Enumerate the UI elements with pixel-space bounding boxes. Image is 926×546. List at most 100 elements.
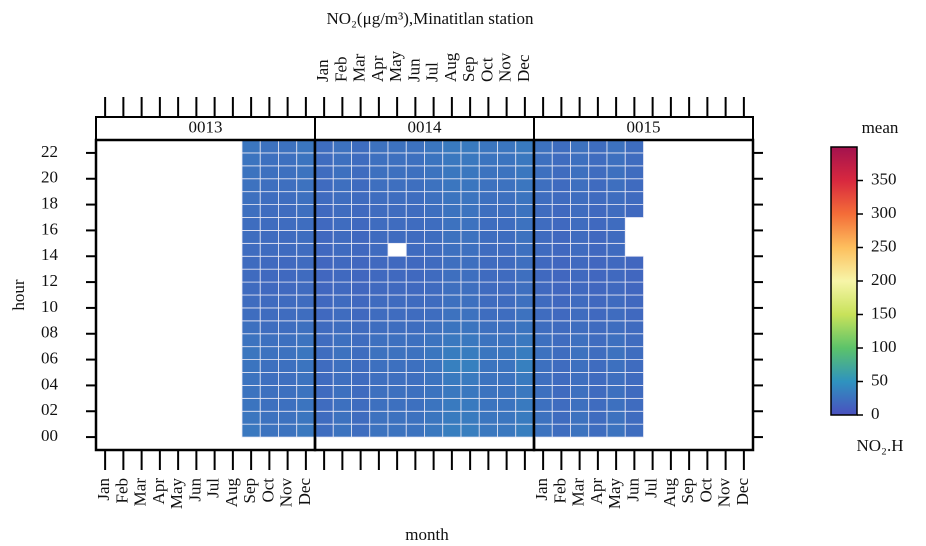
heat-cell <box>259 255 279 270</box>
heat-cell <box>259 385 279 399</box>
heat-cell <box>387 359 407 373</box>
heat-cell <box>478 178 498 193</box>
heat-cell <box>241 152 261 167</box>
heat-cell <box>551 333 571 348</box>
heat-cell <box>369 191 389 205</box>
heat-cell <box>442 178 462 193</box>
heat-cell <box>533 191 553 205</box>
heat-cell <box>624 423 644 438</box>
heat-cell <box>515 294 535 309</box>
heat-cell <box>606 346 626 360</box>
heat-cell <box>296 346 316 360</box>
x-tick-label: Apr <box>149 478 168 505</box>
heat-cell <box>332 346 352 360</box>
heat-cell <box>533 242 553 257</box>
heat-cell <box>387 165 407 180</box>
heat-cell <box>606 191 626 205</box>
heat-cell <box>460 346 480 360</box>
y-tick-label: 16 <box>41 219 58 238</box>
heat-cell <box>606 242 626 257</box>
heat-cell <box>314 410 334 425</box>
heat-cell <box>405 307 425 322</box>
heat-cell <box>278 242 298 257</box>
heat-cell <box>497 307 517 322</box>
x-tick-label: Aug <box>660 478 679 508</box>
heat-cell <box>424 139 444 154</box>
heat-cell <box>588 165 608 180</box>
heat-cell <box>497 320 517 335</box>
heat-cell <box>551 307 571 322</box>
heat-cell <box>369 410 389 425</box>
heat-cell <box>405 333 425 348</box>
heat-cell <box>314 294 334 309</box>
heat-cell <box>606 152 626 167</box>
heat-cell <box>515 217 535 231</box>
colorbar-tick-label: 150 <box>871 303 897 322</box>
heat-cell <box>387 217 407 231</box>
heat-cell <box>405 397 425 412</box>
heat-cell <box>497 191 517 205</box>
heat-cell <box>278 152 298 167</box>
heat-cell <box>515 346 535 360</box>
heat-cell <box>570 191 590 205</box>
heat-cell <box>570 307 590 322</box>
heat-cell <box>624 410 644 425</box>
heat-cell <box>405 320 425 335</box>
heat-cell <box>424 359 444 373</box>
heat-cell <box>551 372 571 386</box>
heat-cell <box>314 346 334 360</box>
heat-cell <box>460 294 480 309</box>
heat-cell <box>405 217 425 231</box>
heat-cell <box>405 372 425 386</box>
heat-cell <box>278 230 298 244</box>
heat-cell <box>606 230 626 244</box>
heat-cell <box>588 397 608 412</box>
heat-cell <box>533 281 553 296</box>
x-tick-label: Oct <box>477 57 496 82</box>
heat-cell <box>570 165 590 180</box>
heat-cell <box>551 217 571 231</box>
heat-cell <box>533 165 553 180</box>
heat-cell <box>533 372 553 386</box>
heat-cell <box>241 139 261 154</box>
heat-cell <box>424 410 444 425</box>
chart-title: NO₂(μg/m³),Minatitlan station <box>326 9 534 28</box>
heat-cell <box>533 333 553 348</box>
heat-cell <box>296 423 316 438</box>
heat-cell <box>332 152 352 167</box>
heat-cell <box>369 268 389 283</box>
heat-cell <box>460 372 480 386</box>
heat-cell <box>369 333 389 348</box>
x-tick-label: Sep <box>678 478 697 504</box>
y-tick-label: 20 <box>41 168 58 187</box>
heat-cell <box>497 242 517 257</box>
heat-cell <box>332 217 352 231</box>
heat-cell <box>351 410 371 425</box>
heat-cell <box>241 255 261 270</box>
heat-cell <box>570 255 590 270</box>
heat-cell <box>296 333 316 348</box>
x-tick-label: Oct <box>258 478 277 503</box>
x-tick-label: Nov <box>496 52 515 82</box>
heat-cell <box>606 372 626 386</box>
heat-cell <box>369 359 389 373</box>
heat-cell <box>387 139 407 154</box>
heat-cell <box>332 333 352 348</box>
heat-cell <box>533 204 553 218</box>
heat-cell <box>259 359 279 373</box>
heat-cell <box>369 242 389 257</box>
heat-cell <box>314 385 334 399</box>
heat-cell <box>351 320 371 335</box>
heat-cell <box>387 423 407 438</box>
heat-cell <box>278 165 298 180</box>
heat-cell <box>241 320 261 335</box>
heat-cell <box>551 191 571 205</box>
heat-cell <box>351 139 371 154</box>
heat-cell <box>314 178 334 193</box>
heat-cell <box>606 178 626 193</box>
heat-cell <box>551 346 571 360</box>
y-axis-label: hour <box>9 279 28 311</box>
heat-cell <box>460 178 480 193</box>
heat-cell <box>442 268 462 283</box>
